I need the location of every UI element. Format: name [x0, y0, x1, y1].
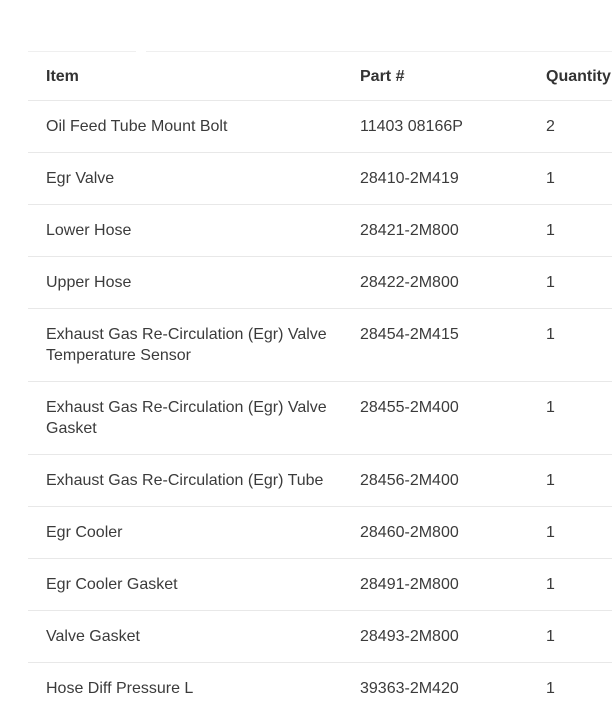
cell-quantity: 1	[546, 256, 612, 309]
cell-quantity: 1	[546, 558, 612, 611]
cell-item: Exhaust Gas Re-Circulation (Egr) Valve G…	[28, 381, 360, 455]
cell-item: Egr Valve	[28, 152, 360, 205]
cell-item: Exhaust Gas Re-Circulation (Egr) Tube	[28, 454, 360, 507]
cell-item: Upper Hose	[28, 256, 360, 309]
table-row: Valve Gasket 28493-2M800 1	[28, 610, 612, 663]
cell-quantity: 1	[546, 454, 612, 507]
parts-table: Item Part # Quantity Oil Feed Tube Mount…	[28, 52, 612, 714]
cell-item: Lower Hose	[28, 204, 360, 257]
cell-item: Valve Gasket	[28, 610, 360, 663]
table-row: Egr Cooler Gasket 28491-2M800 1	[28, 558, 612, 611]
cell-quantity: 1	[546, 204, 612, 257]
column-header-quantity: Quantity	[546, 52, 612, 101]
cell-item: Hose Diff Pressure L	[46, 680, 194, 697]
cell-part-number: 28421-2M800	[360, 204, 546, 257]
table-row: Exhaust Gas Re-Circulation (Egr) Valve G…	[28, 381, 612, 455]
cell-quantity: 1	[546, 680, 555, 697]
cell-part-number: 28410-2M419	[360, 152, 546, 205]
cell-quantity: 2	[546, 100, 612, 153]
cell-part-number: 28460-2M800	[360, 506, 546, 559]
cell-quantity: 1	[546, 610, 612, 663]
cell-item: Exhaust Gas Re-Circulation (Egr) Valve T…	[28, 308, 360, 382]
top-divider-right-segment	[146, 51, 612, 52]
table-row: Egr Cooler 28460-2M800 1	[28, 506, 612, 559]
cell-part-number: 28455-2M400	[360, 381, 546, 455]
top-divider-left-segment	[28, 51, 136, 52]
cell-part-number: 11403 08166P	[360, 100, 546, 153]
cell-part-number: 39363-2M420	[360, 680, 459, 697]
table-row: Hose Diff Pressure L 39363-2M420 1	[28, 663, 612, 715]
cell-item: Egr Cooler	[28, 506, 360, 559]
column-header-item: Item	[28, 52, 360, 101]
cell-item: Egr Cooler Gasket	[28, 558, 360, 611]
table-row: Exhaust Gas Re-Circulation (Egr) Tube 284…	[28, 454, 612, 507]
cell-quantity: 1	[546, 506, 612, 559]
table-row: Lower Hose 28421-2M800 1	[28, 204, 612, 257]
table-row: Upper Hose 28422-2M800 1	[28, 256, 612, 309]
column-header-part: Part #	[360, 52, 546, 101]
cell-part-number: 28456-2M400	[360, 454, 546, 507]
table-header-row: Item Part # Quantity	[28, 52, 612, 101]
cell-item: Oil Feed Tube Mount Bolt	[28, 100, 360, 153]
cell-part-number: 28491-2M800	[360, 558, 546, 611]
cell-part-number: 28493-2M800	[360, 610, 546, 663]
table-row: Exhaust Gas Re-Circulation (Egr) Valve T…	[28, 308, 612, 382]
table-body: Oil Feed Tube Mount Bolt 11403 08166P 2 Egr…	[28, 100, 612, 715]
table-row: Egr Valve 28410-2M419 1	[28, 152, 612, 205]
cell-quantity: 1	[546, 308, 612, 382]
cell-part-number: 28454-2M415	[360, 308, 546, 382]
cell-quantity: 1	[546, 152, 612, 205]
cell-quantity: 1	[546, 381, 612, 455]
table-row: Oil Feed Tube Mount Bolt 11403 08166P 2	[28, 100, 612, 153]
cell-part-number: 28422-2M800	[360, 256, 546, 309]
